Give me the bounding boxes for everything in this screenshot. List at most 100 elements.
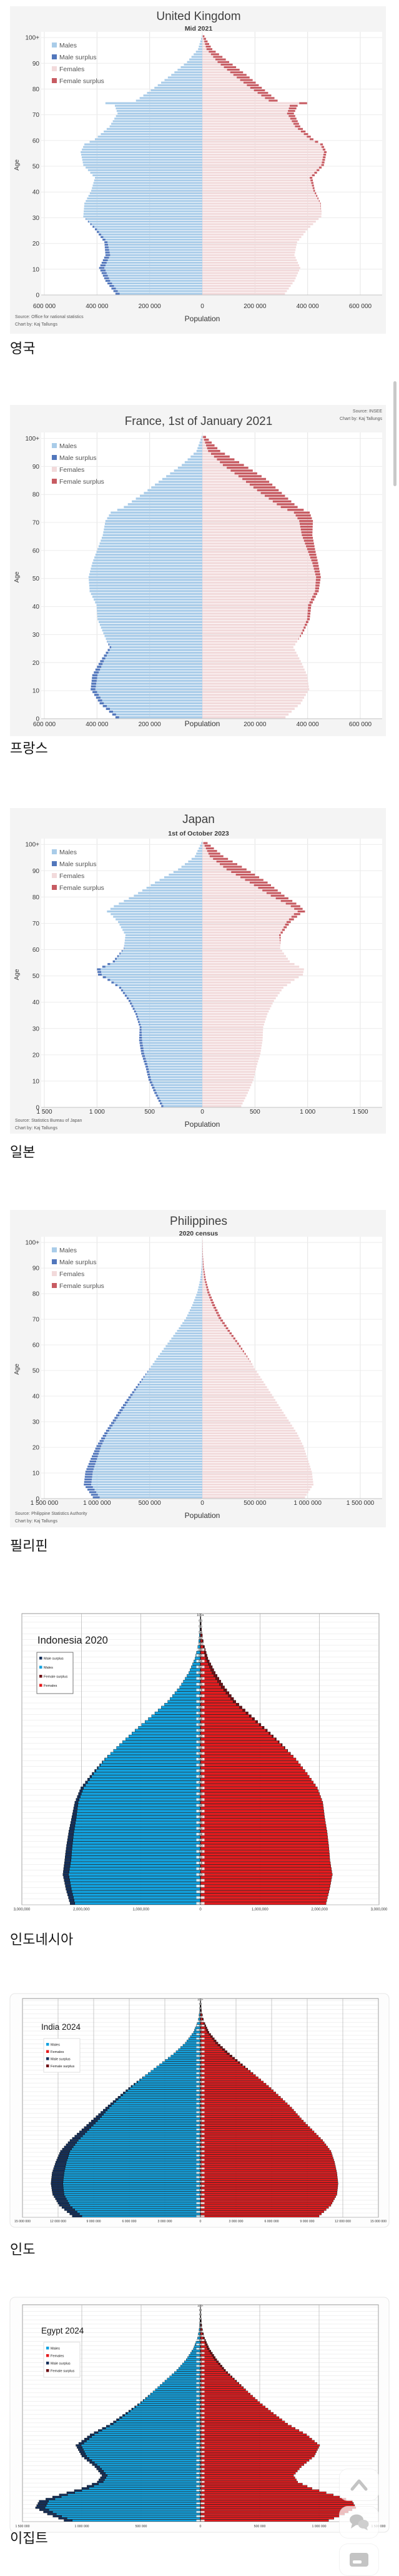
female-surplus-bar — [313, 565, 318, 567]
female-bar — [200, 1703, 237, 1705]
comments-button[interactable] — [339, 2506, 379, 2539]
male-bar — [147, 1063, 202, 1065]
legend-swatch-male_surplus — [52, 54, 57, 59]
female-bar — [200, 2492, 326, 2494]
male-bar — [104, 702, 202, 704]
legend-label: Males — [51, 2043, 60, 2047]
male-bar — [106, 2472, 200, 2474]
male-bar — [150, 1076, 202, 1078]
age-tick-label: 20 — [32, 660, 40, 667]
female-bar — [202, 1419, 288, 1421]
male-bar — [97, 677, 202, 679]
male-bar — [164, 876, 202, 878]
female-bar — [202, 1437, 300, 1439]
male-bar — [146, 2397, 200, 2399]
age-tick-label: 90 — [32, 1266, 40, 1272]
caption-india: 인도 — [10, 2241, 35, 2259]
male-bar — [172, 1694, 200, 1697]
x-tick-label: 1 500 000 — [31, 1500, 59, 1507]
female-bar — [200, 1839, 328, 1841]
age-tick-label: 54 — [199, 2098, 202, 2101]
female-bar — [202, 688, 309, 690]
age-tick-label: 0 — [200, 1902, 202, 1906]
male-bar — [170, 1697, 200, 1700]
male-bar — [78, 1804, 200, 1807]
age-tick-label: 22 — [199, 2167, 202, 2170]
write-button[interactable] — [339, 2544, 379, 2576]
male-surplus-bar — [95, 2466, 100, 2468]
age-tick-label: 100+ — [25, 842, 39, 849]
age-tick-label: 90 — [32, 464, 40, 471]
male-bar — [99, 1453, 202, 1455]
age-tick-label: 76 — [199, 2356, 202, 2359]
male-bar — [162, 1102, 202, 1104]
male-bar — [91, 172, 202, 174]
age-tick-label: 28 — [199, 2459, 202, 2462]
female-bar — [202, 151, 324, 153]
male-bar — [190, 1309, 202, 1311]
female-bar — [200, 1758, 296, 1760]
male-bar — [192, 56, 202, 57]
female-bar — [202, 216, 322, 217]
male-bar — [97, 680, 202, 682]
male-bar — [155, 484, 202, 486]
female-bar — [202, 514, 296, 516]
male-bar — [96, 682, 202, 684]
male-bar — [199, 444, 202, 446]
female-bar — [202, 1363, 252, 1365]
female-surplus-bar — [281, 900, 293, 902]
female-bar — [202, 916, 292, 917]
x-tick-label: 500 — [144, 1109, 155, 1116]
male-bar — [94, 226, 202, 227]
male-bar — [129, 1399, 202, 1401]
legend-label: Female surplus — [51, 2065, 74, 2069]
male-surplus-bar — [59, 2152, 69, 2154]
male-surplus-bar — [64, 2209, 74, 2210]
male-bar — [84, 2451, 200, 2453]
female-bar — [202, 649, 295, 651]
x-tick-label: 1 500 — [352, 1109, 368, 1116]
male-surplus-bar — [118, 2096, 121, 2098]
male-surplus-bar — [82, 2487, 89, 2489]
iframe-scrollbar-thumb[interactable] — [393, 381, 397, 486]
female-bar — [200, 1902, 326, 1905]
female-bar — [200, 1792, 320, 1795]
male-surplus-bar — [90, 1460, 96, 1462]
female-surplus-bar — [293, 123, 299, 125]
female-bar — [202, 705, 298, 707]
male-bar — [86, 2440, 200, 2442]
female-bar — [202, 616, 307, 617]
male-bar — [82, 156, 202, 158]
female-surplus-bar — [224, 1325, 227, 1327]
male-bar — [96, 551, 202, 552]
x-tick-label: 3,000,000 — [371, 1908, 388, 1912]
female-surplus-bar — [236, 2380, 237, 2382]
scroll-top-button[interactable] — [339, 2469, 379, 2501]
female-bar — [200, 2070, 250, 2072]
male-bar — [94, 179, 202, 181]
male-surplus-bar — [56, 2161, 66, 2163]
female-bar — [202, 1029, 263, 1031]
female-bar — [202, 643, 295, 645]
male-bar — [122, 950, 202, 952]
female-bar — [202, 677, 307, 679]
age-tick-label: 10 — [32, 1078, 40, 1085]
male-bar — [105, 1758, 200, 1760]
male-bar — [177, 1330, 202, 1332]
age-tick-label: 86 — [199, 1654, 202, 1658]
male-bar — [125, 2414, 200, 2416]
female-bar — [202, 285, 291, 287]
male-bar — [124, 1407, 202, 1409]
male-surplus-bar — [109, 643, 110, 645]
female-bar — [202, 1000, 274, 1002]
male-bar — [153, 2391, 200, 2393]
male-bar — [129, 897, 202, 899]
female-bar — [202, 1312, 216, 1314]
male-bar — [161, 82, 202, 84]
age-tick-label: 98 — [199, 2002, 202, 2005]
male-bar — [85, 2133, 200, 2135]
female-bar — [202, 1289, 207, 1290]
x-tick-label: 9 000 000 — [300, 2220, 314, 2224]
male-bar — [164, 1105, 202, 1107]
male-surplus-bar — [94, 1450, 100, 1452]
